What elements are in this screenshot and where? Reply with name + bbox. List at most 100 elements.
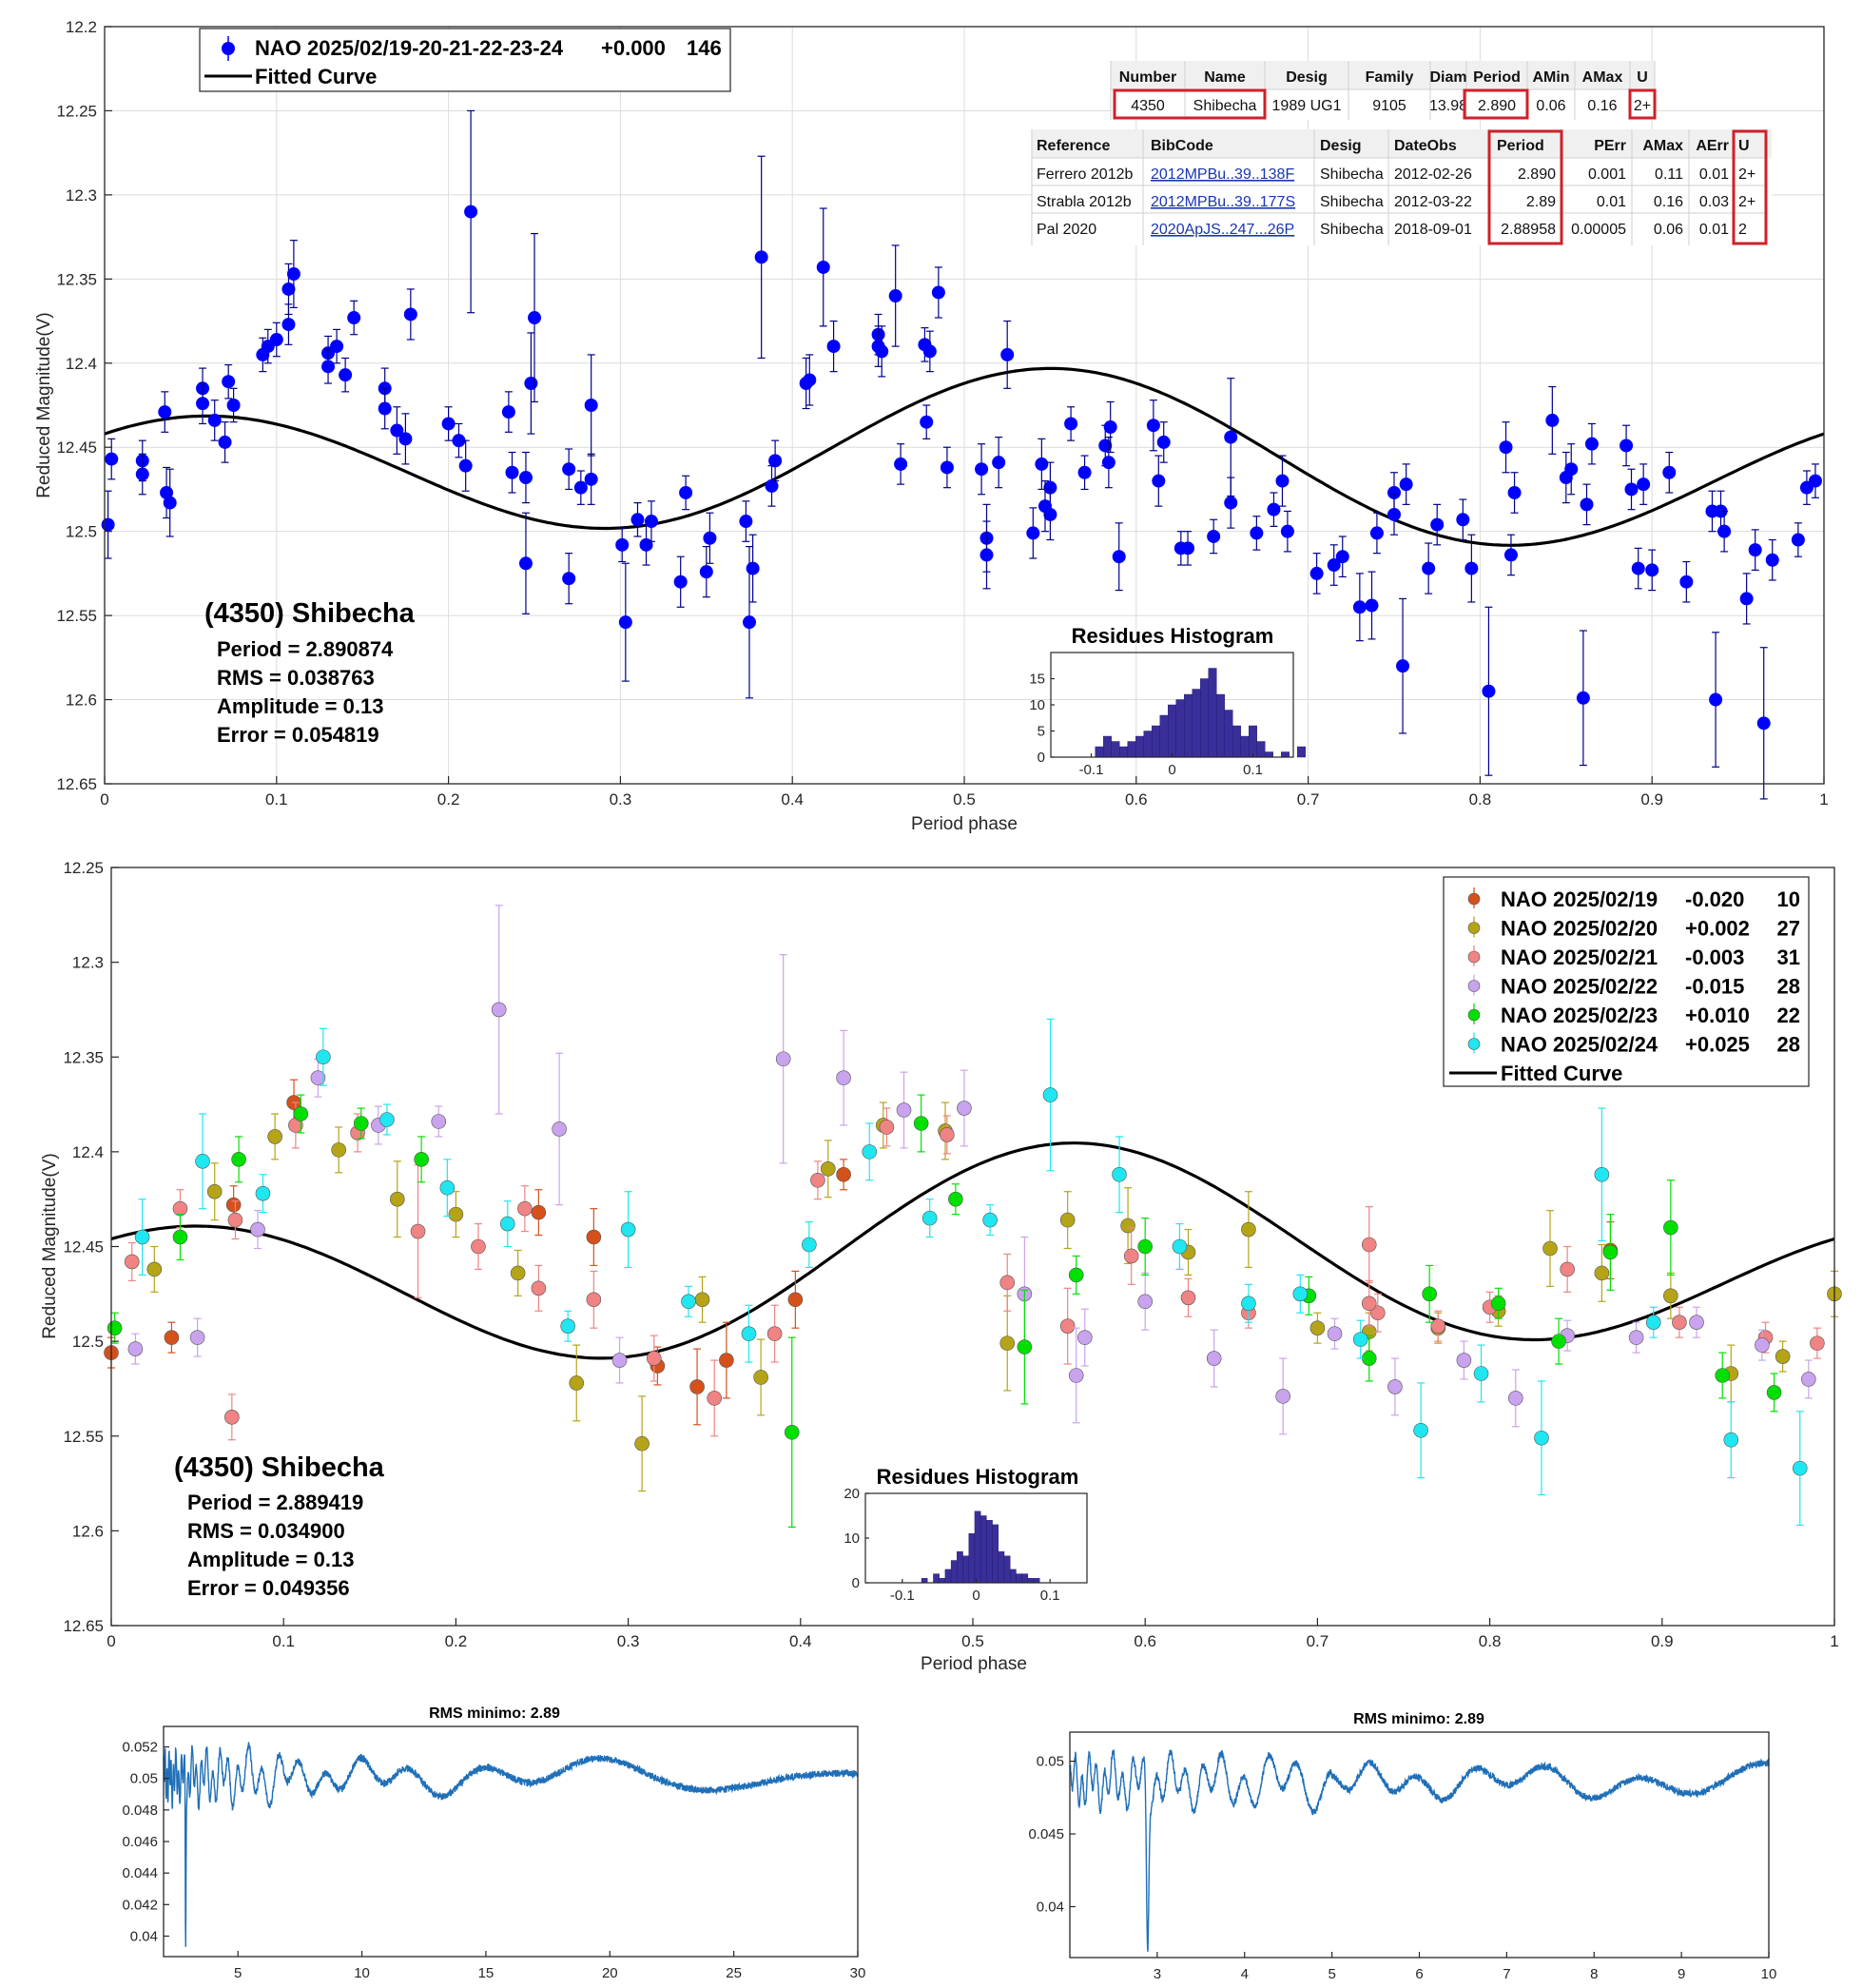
data-point <box>562 462 576 477</box>
rms-x-tick-label: 5 <box>234 1965 242 1981</box>
bottom-y-label: Reduced Magnitude(V) <box>40 1153 60 1338</box>
legend-offset: +0.010 <box>1685 1004 1750 1027</box>
data-point <box>975 462 989 477</box>
data-point <box>1352 1332 1368 1347</box>
references-cell: 2 <box>1738 222 1747 238</box>
data-point <box>896 1102 912 1118</box>
data-point <box>390 423 404 438</box>
bibcode-link[interactable]: 2020ApJS..247...26P <box>1151 222 1294 238</box>
bibcode-link[interactable]: 2012MPBu..39..177S <box>1151 194 1295 210</box>
data-point <box>573 480 588 495</box>
legend-label: NAO 2025/02/20 <box>1501 917 1658 941</box>
references-cell: 2.88958 <box>1501 222 1556 238</box>
hist-x-tick-label: 0.1 <box>1243 762 1263 778</box>
top-y-label: Reduced Magnitude(V) <box>34 312 54 497</box>
data-point <box>644 515 658 529</box>
bibcode-link[interactable]: 2012MPBu..39..138F <box>1151 166 1294 183</box>
summary-header-cell: AMax <box>1582 69 1623 86</box>
data-point <box>1545 413 1560 427</box>
rms-y-tick-label: 0.044 <box>122 1865 158 1881</box>
references-header-cell: PErr <box>1594 138 1626 154</box>
data-point <box>1663 1288 1678 1304</box>
x-tick-label: 0.4 <box>789 1632 812 1650</box>
summary-cell: 13.98 <box>1429 98 1467 114</box>
references-header-cell: U <box>1738 138 1750 154</box>
data-point <box>1112 1166 1127 1182</box>
legend-curve-label: Fitted Curve <box>1501 1062 1622 1085</box>
hist-y-tick-label: 0 <box>1038 750 1045 766</box>
data-point <box>1628 1330 1644 1345</box>
top-ticks: 0 0.1 0.2 0.3 0.4 0.5 0.6 0.7 0.8 0.9 1 12.2 12.25 12… <box>56 18 1828 809</box>
data-point <box>330 340 344 354</box>
data-point <box>1280 524 1294 538</box>
data-point <box>195 1154 210 1169</box>
histogram-bar <box>1265 751 1273 758</box>
data-point <box>286 267 301 282</box>
top-stat-amplitude: Amplitude = 0.13 <box>217 694 383 718</box>
summary-table-header-bg <box>1111 61 1655 89</box>
data-point <box>913 1116 929 1131</box>
data-point <box>1181 541 1195 555</box>
rms-y-tick-label: 0.04 <box>130 1928 158 1944</box>
data-point <box>746 561 760 575</box>
data-point <box>225 1197 242 1213</box>
legend-label: NAO 2025/02/21 <box>1501 945 1658 969</box>
hist-y-tick-label: 5 <box>1038 724 1045 740</box>
data-point <box>1399 478 1413 492</box>
data-point <box>1631 561 1645 575</box>
legend-count: 10 <box>1777 887 1800 911</box>
data-point <box>1792 1460 1808 1476</box>
data-point <box>231 1152 246 1167</box>
data-point <box>1801 1372 1816 1387</box>
summary-cell: 0.16 <box>1587 98 1617 114</box>
histogram-bar <box>979 1515 987 1584</box>
legend-offset: +0.025 <box>1685 1033 1750 1057</box>
highlight-period <box>1463 88 1529 120</box>
y-tick-label: 12.45 <box>56 439 97 457</box>
summary-header-cell: Period <box>1473 69 1521 86</box>
bottom-data-points <box>104 905 1842 1528</box>
data-point <box>441 417 456 431</box>
histogram-bar <box>1249 725 1257 758</box>
references-cell: 0.001 <box>1588 166 1626 183</box>
top-legend-count: 146 <box>687 36 722 60</box>
y-tick-label: 12.3 <box>66 186 97 205</box>
bottom-stat-period: Period = 2.889419 <box>187 1491 363 1514</box>
summary-header-cell: U <box>1637 69 1648 86</box>
data-point <box>1791 533 1805 547</box>
data-point <box>267 1129 282 1144</box>
data-point <box>1137 1294 1153 1310</box>
data-point <box>586 1229 602 1245</box>
hist-y-tick-label: 10 <box>844 1530 860 1547</box>
x-tick-label: 0.7 <box>1297 790 1320 809</box>
data-point <box>107 1320 123 1335</box>
histogram-bar <box>1010 1569 1017 1584</box>
histogram-bar <box>1027 1578 1035 1584</box>
data-point <box>1560 1261 1575 1277</box>
data-point <box>1026 526 1040 540</box>
data-point <box>584 399 598 412</box>
data-point <box>1624 482 1639 497</box>
data-point <box>1077 465 1092 479</box>
summary-header-cell: Family <box>1366 69 1414 86</box>
data-point <box>505 465 519 479</box>
data-point <box>135 467 149 481</box>
data-point <box>1580 497 1594 512</box>
histogram-bar <box>968 1533 976 1584</box>
data-point <box>1017 1339 1033 1355</box>
references-cell: 0.06 <box>1654 222 1683 238</box>
bottom-stats: (4350) Shibecha Period = 2.889419 RMS = … <box>174 1452 385 1600</box>
legend-offset: +0.002 <box>1685 917 1750 941</box>
rms-right-plot: RMS minimo: 2.89 3 4 5 6 7 8 9 10 0.04 0.045 0.05 <box>1028 1711 1776 1982</box>
data-point <box>586 1292 602 1308</box>
highlight-u <box>1628 88 1657 120</box>
data-point <box>1224 496 1238 510</box>
bottom-stat-rms: RMS = 0.034900 <box>187 1519 345 1543</box>
data-point <box>999 1275 1016 1291</box>
top-stat-period: Period = 2.890874 <box>217 637 394 661</box>
data-point <box>611 1353 628 1368</box>
summary-cell: 4350 <box>1131 98 1165 114</box>
data-point <box>810 1172 825 1188</box>
data-point <box>689 1379 705 1394</box>
references-cell: Ferrero 2012b <box>1037 166 1133 183</box>
